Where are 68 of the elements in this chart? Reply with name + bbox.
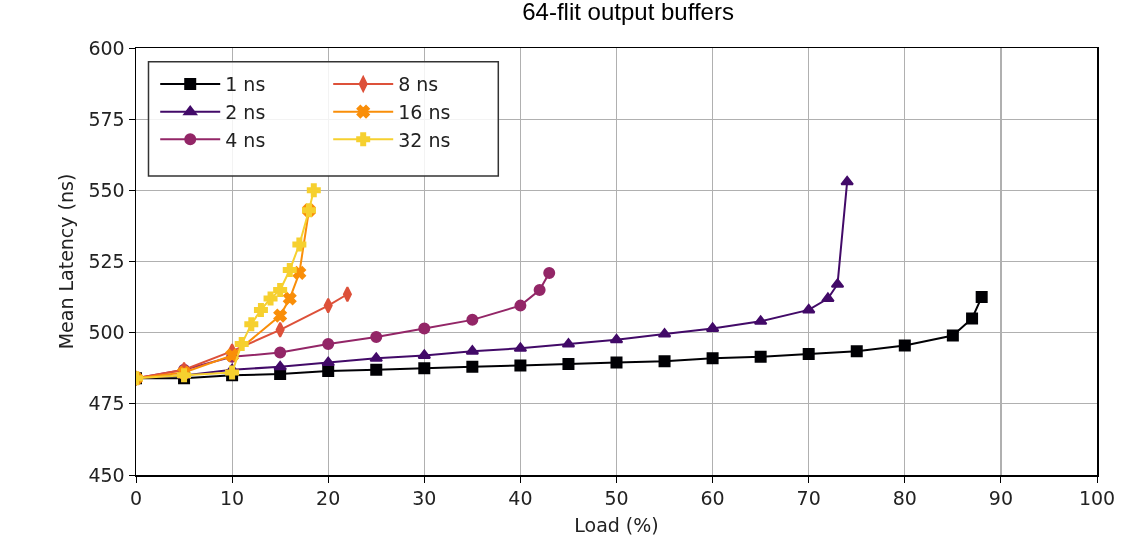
point [754,350,767,363]
point [850,345,863,358]
y-tick-label: 575 [88,107,125,130]
legend-label: 8 ns [398,73,439,96]
point [225,365,240,380]
point [273,282,288,297]
point [418,322,431,335]
x-tick-label: 10 [220,487,245,510]
point [322,365,335,378]
legend-label: 16 ns [398,101,451,124]
point [292,237,307,252]
point [562,357,575,370]
point [801,303,816,314]
point [610,356,623,369]
x-tick-label: 90 [988,487,1013,510]
point [418,362,431,375]
y-tick-label: 525 [88,250,125,273]
point [370,330,383,343]
point [322,338,335,351]
point [658,355,671,368]
y-tick-label: 550 [88,178,125,201]
point [543,266,556,279]
x-tick-label: 70 [796,487,821,510]
legend-label: 2 ns [225,101,266,124]
point [609,333,624,344]
point [282,263,297,278]
point [263,291,278,306]
point [898,339,911,352]
point [274,346,287,359]
point [821,292,835,303]
point [466,313,479,326]
point [514,359,527,372]
y-axis-title: Mean Latency (ns) [54,173,77,350]
x-tick-label: 100 [1078,487,1116,510]
point [706,352,719,365]
point [234,337,249,352]
point [321,356,335,367]
point [966,312,979,325]
point [466,360,479,373]
x-axis-title: Load (%) [574,513,659,536]
x-tick-label: 80 [892,487,917,510]
x-tick-label: 60 [700,487,725,510]
point [802,348,815,361]
x-tick-label: 20 [316,487,341,510]
point [840,175,854,186]
chart-title: 64-flit output buffers [522,0,734,25]
point [273,308,287,323]
point [244,317,259,332]
y-tick-label: 450 [88,463,125,486]
legend-label: 4 ns [225,128,266,151]
point [283,291,297,306]
point [946,329,959,342]
y-tick-label: 475 [88,392,125,415]
x-tick-label: 40 [508,487,533,510]
y-tick-label: 600 [88,36,125,59]
legend-label: 1 ns [225,73,266,96]
point [533,283,546,296]
x-tick-label: 50 [604,487,629,510]
point [273,360,287,371]
point [370,363,383,376]
point [975,291,988,304]
x-tick-label: 30 [412,487,437,510]
x-tick-label: 0 [129,487,143,510]
y-tick-label: 500 [88,321,125,344]
point [306,183,321,198]
point [514,299,527,312]
point [253,302,268,317]
legend-label: 32 ns [398,128,451,151]
